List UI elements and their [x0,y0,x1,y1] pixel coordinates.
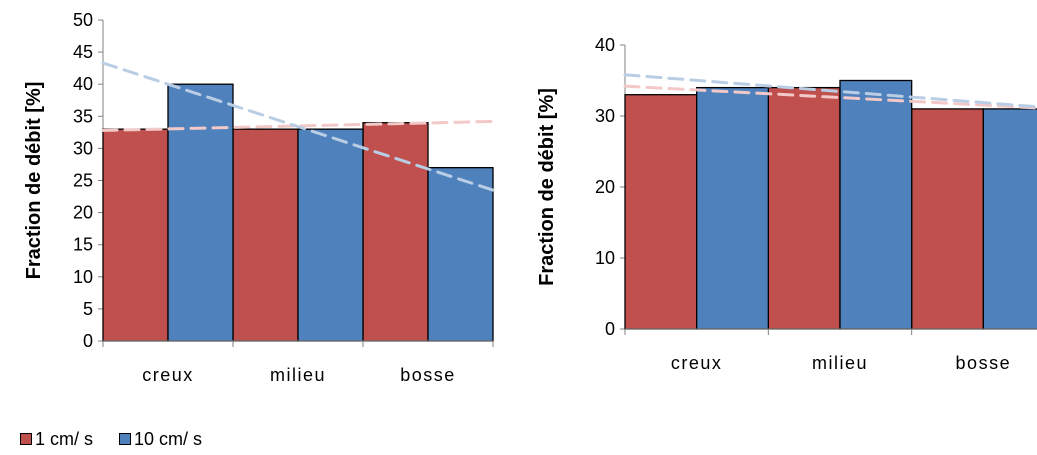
y-tick-label: 35 [73,106,93,126]
legend-swatch-series-2 [119,433,132,445]
bar-series-1 [911,108,984,330]
bar-series-2 [297,128,364,342]
y-axis-label: Fraction de débit [%] [23,82,45,280]
legend-label-series-1: 1 cm/ s [35,428,94,449]
chart-left: 0 5 10 15 20 25 30 35 40 45 50 creux milieu bosse Frac… [23,10,495,385]
y-tick-label: 20 [595,177,615,197]
y-tick-label: 25 [73,171,93,191]
legend-item-series-1: 1 cm/ s [20,429,93,450]
chart-right: 0 10 20 30 40 creux milieu bosse Fraction de déb… [536,35,1037,373]
x-tick-label: creux [671,353,723,373]
bar-series-2 [696,86,769,330]
bar-series-2 [167,83,234,342]
bar-series-1 [767,86,841,330]
y-tick-label: 20 [73,203,93,223]
bar-series-1 [362,122,429,342]
y-tick-label: 0 [605,319,615,339]
y-tick-label: 45 [73,42,93,62]
bar-series-1 [624,94,698,330]
y-tick-label: 40 [73,74,93,94]
trendline-series-2 [623,73,1037,109]
y-tick-label: 50 [73,10,93,30]
y-tick-label: 5 [83,299,93,319]
trendline-series-1 [101,119,495,132]
x-tick-label: milieu [270,365,326,385]
bar-series-1 [102,128,169,342]
x-tick-label: bosse [956,353,1012,373]
x-tick-label: creux [142,365,194,385]
y-tick-label: 10 [73,267,93,287]
bar-series-2 [982,108,1037,330]
y-tick-label: 30 [73,138,93,158]
legend-label-series-2: 10 cm/ s [134,428,203,449]
y-tick-label: 10 [595,248,615,268]
x-tick-label: bosse [400,365,456,385]
y-axis-label: Fraction de débit [%] [536,88,558,286]
bar-series-2 [839,79,913,330]
bar-series-1 [232,128,299,342]
trendline-series-1 [623,84,1037,110]
legend: 1 cm/ s 10 cm/ s [20,428,202,450]
y-tick-label: 40 [595,35,615,55]
bar-series-2 [427,167,494,342]
y-tick-label: 30 [595,106,615,126]
legend-item-series-2: 10 cm/ s [119,429,202,450]
trendline-series-2 [101,61,495,192]
y-tick-label: 0 [83,331,93,351]
legend-swatch-series-1 [20,433,32,445]
y-tick-label: 15 [73,235,93,255]
x-tick-label: milieu [812,353,868,373]
